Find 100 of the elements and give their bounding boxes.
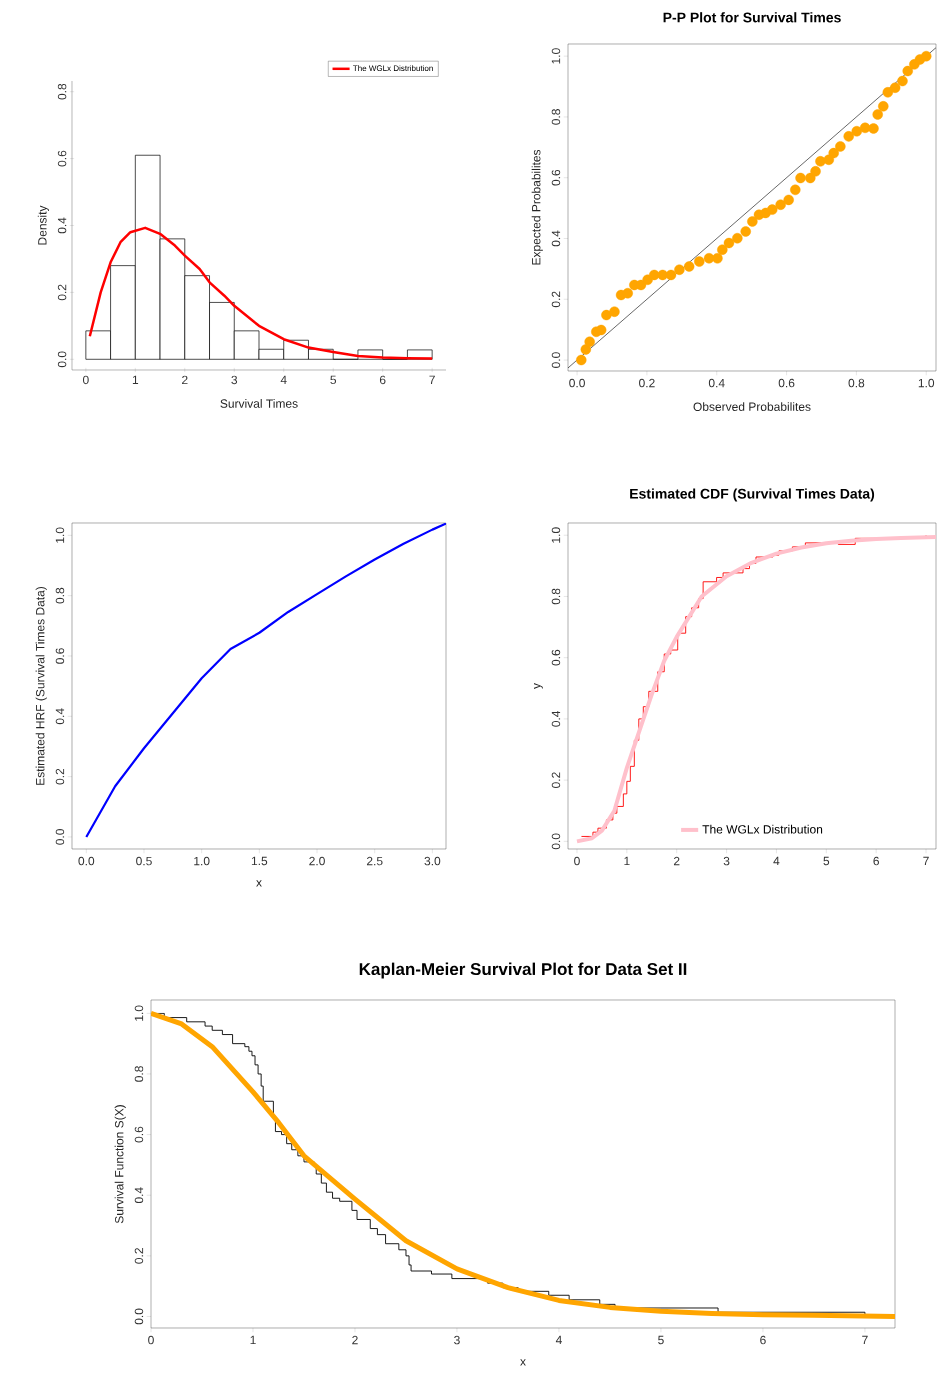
- point: [872, 109, 883, 120]
- legend-label: The WGLx Distribution: [353, 65, 433, 72]
- x-tick-label: 0.0: [78, 856, 95, 866]
- x-tick-label: 0: [574, 856, 580, 866]
- y-tick-label: 0.0: [57, 351, 67, 368]
- y-axis-title: Density: [37, 205, 49, 245]
- point: [717, 244, 728, 255]
- chart-title: Kaplan-Meier Survival Plot for Data Set II: [359, 962, 687, 979]
- point: [783, 194, 794, 206]
- point: [843, 131, 854, 142]
- point: [601, 309, 612, 321]
- x-tick-label: 1.5: [251, 856, 268, 866]
- y-tick-label: 1.0: [134, 1005, 144, 1021]
- x-tick-label: 6: [873, 856, 879, 866]
- x-tick-label: 0.8: [848, 378, 865, 388]
- y-tick-label: 0.8: [134, 1066, 144, 1082]
- point: [851, 126, 862, 137]
- point: [775, 199, 786, 210]
- y-tick-label: 0.0: [134, 1308, 144, 1325]
- x-tick-label: 6: [379, 375, 386, 385]
- x-tick-label: 6: [760, 1335, 766, 1345]
- point: [694, 256, 705, 267]
- y-tick-label: 0.4: [55, 708, 65, 725]
- x-tick-label: 1: [624, 856, 630, 866]
- x-tick-label: 3.0: [424, 856, 441, 866]
- x-tick-label: 2.0: [309, 856, 325, 866]
- y-axis-title: Survival Function S(X): [114, 1105, 126, 1224]
- x-tick-label: 2: [673, 856, 680, 866]
- x-tick-label: 7: [862, 1335, 868, 1345]
- point: [878, 101, 889, 112]
- x-tick-label: 1.0: [194, 856, 210, 866]
- y-tick-label: 0.4: [551, 710, 561, 727]
- line-series: [85, 522, 446, 839]
- point: [889, 82, 901, 93]
- x-axis-title: Survival Times: [220, 399, 298, 408]
- y-tick-label: 0.0: [551, 352, 561, 368]
- chart-title: Estimated CDF (Survival Times Data): [630, 488, 875, 502]
- point: [790, 184, 801, 196]
- x-tick-label: 3: [231, 375, 238, 385]
- x-tick-label: 1.0: [918, 378, 935, 388]
- point: [828, 147, 839, 159]
- y-tick-label: 0.6: [551, 169, 561, 186]
- y-tick-label: 0.4: [551, 230, 561, 247]
- x-tick-label: 0.4: [708, 378, 725, 388]
- x-tick-label: 0.6: [778, 378, 795, 388]
- x-tick-label: 3: [723, 856, 730, 866]
- point: [584, 336, 595, 348]
- y-tick-label: 0.8: [57, 83, 67, 100]
- x-tick-label: 4: [555, 1335, 562, 1345]
- x-axis-title: x: [256, 880, 262, 887]
- y-axis-title: Estimated HRF (Survival Times Data): [35, 586, 47, 785]
- y-tick-label: 0.4: [134, 1187, 144, 1204]
- x-tick-label: 0.0: [569, 378, 585, 388]
- y-tick-label: 0.8: [551, 109, 561, 125]
- y-tick-label: 0.4: [57, 217, 67, 234]
- point: [649, 269, 660, 281]
- x-tick-label: 4: [280, 375, 287, 384]
- point: [897, 75, 908, 87]
- y-tick-label: 0.8: [551, 588, 561, 605]
- point: [622, 287, 633, 299]
- y-tick-label: 0.6: [57, 150, 67, 167]
- x-tick-label: 1: [132, 375, 139, 384]
- y-tick-label: 0.8: [55, 587, 65, 604]
- x-tick-label: 5: [658, 1335, 664, 1345]
- y-tick-label: 0.0: [551, 833, 561, 850]
- x-tick-label: 5: [823, 856, 830, 866]
- x-tick-label: 7: [429, 375, 435, 384]
- y-tick-label: 0.2: [551, 291, 561, 308]
- x-tick-label: 2: [352, 1335, 358, 1345]
- point: [674, 264, 685, 275]
- y-axis-title: y: [534, 683, 543, 689]
- x-axis-title: x: [520, 1359, 526, 1366]
- x-tick-label: 0: [82, 375, 89, 385]
- point: [835, 141, 846, 152]
- x-axis-title: Observed Probabilites: [693, 402, 811, 411]
- x-tick-label: 5: [330, 375, 337, 385]
- chart-title: P-P Plot for Survival Times: [663, 12, 841, 23]
- point: [609, 306, 620, 317]
- point: [723, 237, 735, 249]
- y-axis-title: Expected Probabilites: [531, 149, 543, 265]
- y-tick-label: 1.0: [551, 48, 561, 64]
- point: [747, 216, 758, 227]
- point: [665, 269, 677, 281]
- point: [683, 261, 695, 272]
- x-tick-label: 0.2: [639, 378, 655, 388]
- point: [795, 172, 806, 184]
- y-tick-label: 0.2: [55, 768, 65, 785]
- point: [902, 65, 913, 77]
- y-tick-label: 0.2: [57, 284, 67, 301]
- y-tick-label: 0.6: [134, 1126, 144, 1143]
- y-tick-label: 0.6: [55, 648, 65, 664]
- x-tick-label: 0: [148, 1335, 154, 1345]
- y-tick-label: 0.6: [551, 649, 561, 666]
- x-tick-label: 0.5: [136, 856, 152, 866]
- y-tick-label: 1.0: [55, 527, 65, 543]
- x-tick-label: 7: [923, 856, 929, 866]
- point: [576, 354, 587, 366]
- y-tick-label: 0.0: [55, 829, 65, 845]
- point: [740, 226, 751, 237]
- point: [921, 50, 932, 62]
